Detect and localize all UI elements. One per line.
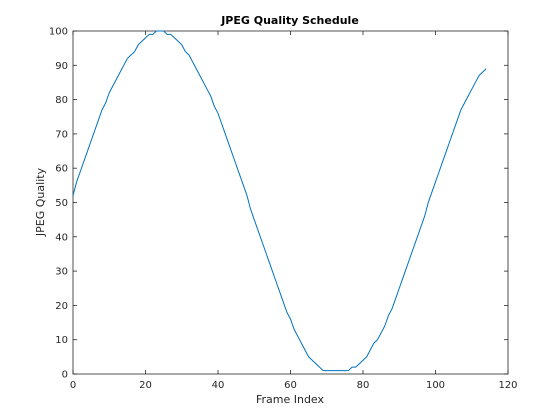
x-axis-label: Frame Index — [256, 393, 325, 406]
x-tick-label: 60 — [284, 380, 297, 391]
y-tick-label: 70 — [55, 129, 68, 140]
series-line — [72, 30, 487, 372]
y-tick-label: 60 — [55, 164, 68, 175]
y-tick-label: 30 — [55, 267, 68, 278]
x-tick-label: 80 — [357, 380, 370, 391]
x-tick-label: 120 — [498, 380, 517, 391]
y-axis-label: JPEG Quality — [34, 167, 47, 237]
plot-area — [72, 30, 509, 375]
x-tick-label: 20 — [139, 380, 152, 391]
x-tick-label: 40 — [212, 380, 225, 391]
y-tick-label: 10 — [55, 335, 68, 346]
x-axis-ticks: 0 20 40 60 80 100 120 — [70, 31, 518, 391]
y-tick-label: 50 — [55, 198, 68, 209]
y-tick-label: 20 — [55, 301, 68, 312]
y-tick-label: 0 — [62, 370, 68, 381]
y-tick-label: 90 — [55, 61, 68, 72]
y-tick-label: 80 — [55, 95, 68, 106]
y-tick-label: 40 — [55, 232, 68, 243]
y-axis-ticks: 0 10 20 30 40 50 60 70 80 90 100 — [49, 27, 508, 381]
x-tick-label: 0 — [70, 380, 76, 391]
y-tick-label: 100 — [49, 27, 68, 38]
chart-title: JPEG Quality Schedule — [220, 14, 359, 27]
x-tick-label: 100 — [426, 380, 445, 391]
